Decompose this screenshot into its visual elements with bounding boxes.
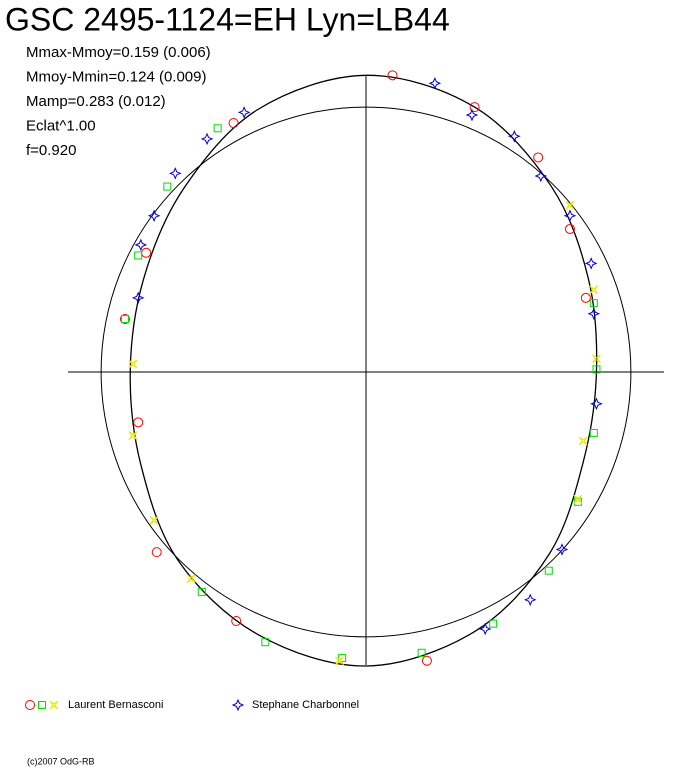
legend-label: Stephane Charbonnel — [252, 699, 359, 711]
footer: (c)2007 OdG-RB — [27, 756, 95, 766]
legend-label: Laurent Bernasconi — [68, 699, 163, 711]
data-point — [465, 108, 479, 122]
data-point — [149, 515, 159, 525]
data-point — [428, 77, 442, 90]
data-point — [564, 223, 575, 234]
stat-line: Mmoy-Mmin=0.124 (0.009) — [26, 68, 206, 85]
data-point — [134, 251, 143, 260]
legend-marker — [231, 698, 245, 712]
data-point — [584, 257, 598, 270]
data-point — [580, 292, 591, 303]
data-point — [131, 291, 145, 305]
data-point — [534, 169, 548, 183]
data-point — [163, 182, 172, 191]
data-point — [133, 417, 144, 428]
data-point — [589, 285, 599, 295]
data-point — [563, 209, 577, 222]
data-point — [587, 307, 601, 320]
data-point — [128, 359, 138, 369]
data-point — [533, 152, 544, 163]
data-point — [589, 299, 598, 308]
data-point — [590, 397, 603, 411]
data-point — [228, 118, 239, 129]
data-point — [200, 132, 214, 146]
data-point — [592, 365, 601, 374]
data-point — [197, 587, 206, 596]
data-point — [565, 200, 575, 210]
data-point — [141, 247, 152, 258]
data-point — [338, 654, 347, 663]
chart-title: GSC 2495-1124=EH Lyn=LB44 — [5, 1, 450, 37]
data-point — [589, 428, 598, 437]
data-point — [261, 638, 270, 647]
data-point — [573, 494, 583, 504]
data-point — [151, 547, 162, 558]
data-point — [120, 315, 129, 324]
data-point — [147, 209, 161, 222]
legend-marker — [38, 701, 46, 709]
data-point — [469, 102, 480, 113]
fit-curve — [129, 74, 598, 667]
data-point — [592, 354, 601, 364]
data-point — [213, 124, 222, 133]
data-point — [544, 566, 553, 575]
stat-line: Eclat^1.00 — [26, 117, 96, 134]
data-point — [335, 656, 344, 666]
data-point — [508, 129, 521, 143]
data-point — [237, 106, 251, 119]
data-point — [478, 622, 492, 636]
data-point — [421, 655, 432, 666]
data-point — [128, 431, 138, 440]
stat-line: Mmax-Mmoy=0.159 (0.006) — [26, 44, 211, 61]
stat-line: Mamp=0.283 (0.012) — [26, 93, 166, 110]
legend-marker — [25, 700, 35, 710]
legend-marker — [49, 700, 59, 710]
stat-line: f=0.920 — [26, 142, 76, 159]
data-point — [231, 615, 242, 626]
data-point — [489, 619, 498, 628]
data-point — [417, 648, 426, 657]
data-point — [186, 574, 196, 584]
data-point — [578, 436, 588, 446]
data-point — [387, 70, 398, 81]
data-point — [169, 167, 182, 180]
data-point — [134, 238, 148, 252]
reference-circle — [100, 106, 632, 638]
data-point — [555, 543, 569, 556]
data-point — [523, 593, 537, 607]
data-point — [119, 314, 130, 325]
